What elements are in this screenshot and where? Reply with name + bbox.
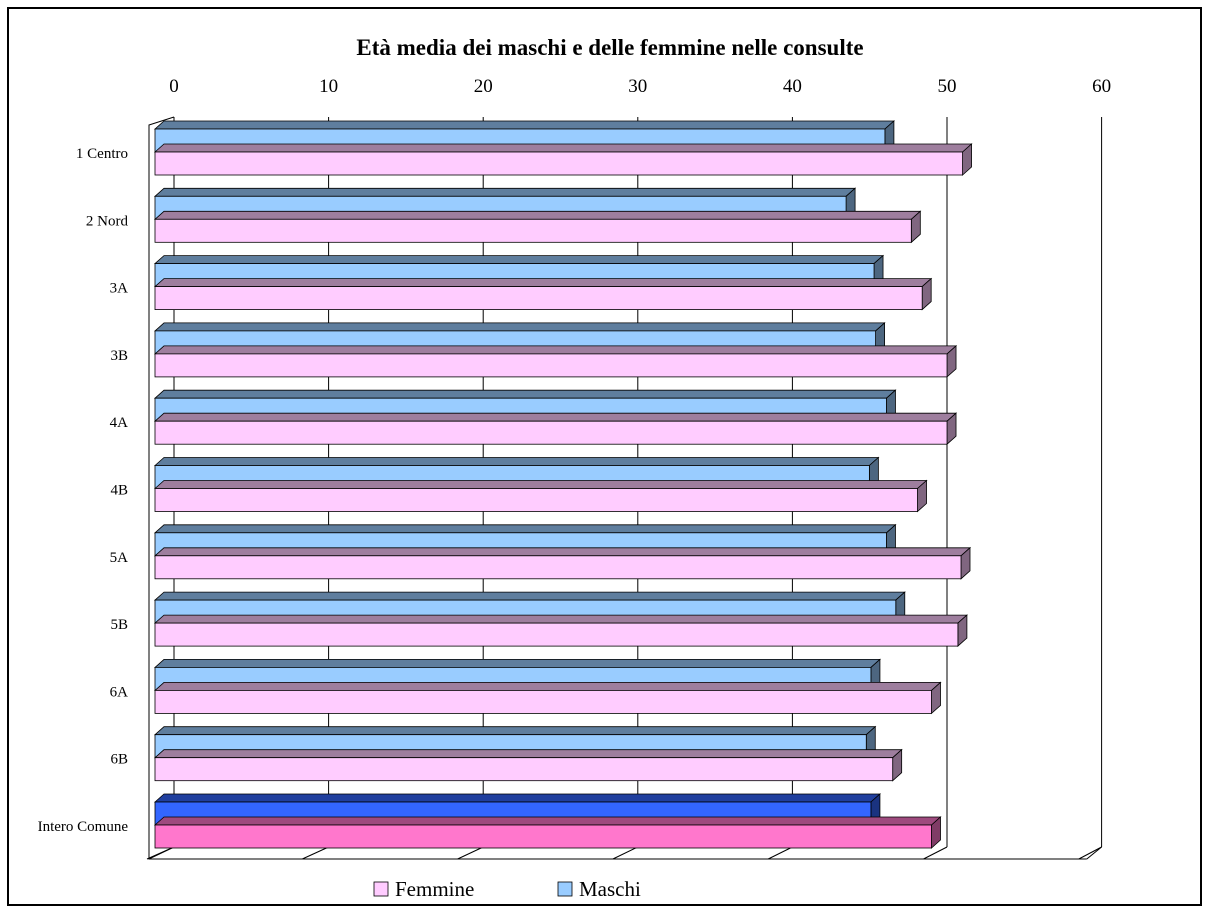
category-label-3b: 3B: [110, 348, 128, 364]
legend-label-maschi: Maschi: [579, 877, 641, 901]
bar-femmine-2-nord: [153, 210, 922, 244]
category-label-4a: 4A: [110, 415, 129, 431]
bar-femmine-intero-comune: [153, 816, 942, 849]
x-tick-label-0: 0: [169, 76, 179, 97]
x-tick-label-10: 10: [319, 76, 338, 97]
floor-gridline-20: [457, 846, 484, 860]
bar-maschi-6a-top: [153, 659, 881, 668]
bar-maschi-3a-top: [153, 255, 885, 265]
bar-femmine-6b-top: [153, 749, 903, 759]
bar-femmine-5b-top: [153, 614, 968, 624]
bar-femmine-intero-comune-front: [154, 824, 932, 849]
x-tick-label-60: 60: [1092, 76, 1111, 97]
bar-femmine-2-nord-top: [153, 210, 922, 220]
plot-area: 0 10 20 30 40 50 60 1 Centro 2 Nord 3A 3B 4A 4B 5A 5B 6…: [38, 76, 1111, 860]
bar-femmine-3a: [153, 277, 933, 311]
bar-femmine-4a-top: [153, 412, 958, 422]
bar-femmine-5a-front: [154, 555, 962, 580]
legend-label-femmine: Femmine: [395, 877, 474, 901]
bar-femmine-4b-top: [153, 480, 928, 489]
category-label-5a: 5A: [110, 550, 129, 566]
bar-femmine-3a-front: [154, 286, 923, 311]
bar-femmine-6a: [153, 681, 942, 715]
bar-femmine-3b: [153, 345, 958, 378]
bar-femmine-1-centro-front: [154, 151, 963, 176]
floor-gridline-40: [767, 846, 793, 860]
bar-maschi-5a-top: [153, 524, 897, 534]
x-tick-label-20: 20: [474, 76, 493, 97]
bar-femmine-4a: [153, 412, 958, 446]
bar-maschi-4a-top: [153, 389, 897, 399]
floor-gridline-50: [923, 846, 948, 860]
bar-femmine-intero-comune-top: [153, 816, 942, 826]
legend: Femmine Maschi: [373, 877, 641, 901]
category-label-intero-comune: Intero Comune: [38, 819, 129, 835]
floor-gridline-10: [302, 846, 329, 860]
bar-femmine-3b-front: [154, 353, 948, 378]
bar-femmine-5a: [153, 546, 972, 580]
bar-femmine-5b: [153, 614, 968, 647]
category-label-2-nord: 2 Nord: [86, 213, 129, 229]
bar-femmine-5a-top: [153, 547, 972, 557]
bar-femmine-3a-top: [153, 278, 933, 288]
category-label-6a: 6A: [110, 684, 129, 700]
bar-femmine-4a-front: [154, 420, 948, 445]
legend-swatch-femmine: [373, 881, 389, 897]
bar-femmine-6a-front: [154, 690, 932, 714]
bar-maschi-6b-top: [153, 726, 877, 736]
category-label-1-centro: 1 Centro: [76, 146, 128, 162]
floor-gridline-60: [1078, 846, 1102, 860]
bar-maschi-5b-top: [153, 591, 906, 601]
legend-swatch-maschi: [557, 881, 573, 897]
chart-title: Età media dei maschi e delle femmine nel…: [356, 35, 863, 60]
bar-femmine-4b-front: [154, 488, 918, 512]
bar-maschi-1-centro-top: [153, 120, 895, 130]
bar-femmine-1-centro-top: [153, 143, 973, 153]
bar-maschi-2-nord-top: [153, 187, 857, 197]
bar-femmine-6a-top: [153, 682, 942, 691]
category-label-3a: 3A: [110, 281, 129, 297]
bar-maschi-intero-comune-top: [153, 793, 881, 803]
category-label-6b: 6B: [110, 752, 128, 768]
x-tick-label-50: 50: [938, 76, 957, 97]
floor-gridline-30: [612, 846, 639, 860]
bar-femmine-5b-front: [154, 622, 959, 647]
bar-femmine-2-nord-front: [154, 218, 912, 243]
bar-maschi-3b-top: [153, 322, 886, 332]
bar-femmine-1-centro: [153, 143, 973, 176]
bar-femmine-6b: [153, 748, 903, 782]
floor-right-edge: [1086, 846, 1102, 860]
x-tick-label-40: 40: [783, 76, 802, 97]
bar-femmine-3b-top: [153, 345, 958, 355]
x-tick-label-30: 30: [628, 76, 647, 97]
bar-femmine-6b-front: [154, 757, 894, 782]
left-wall-edge: [148, 116, 175, 860]
bar-maschi-4b-top: [153, 457, 880, 466]
category-label-5b: 5B: [110, 617, 128, 633]
category-label-4b: 4B: [110, 483, 128, 499]
bar-femmine-4b: [153, 479, 928, 513]
